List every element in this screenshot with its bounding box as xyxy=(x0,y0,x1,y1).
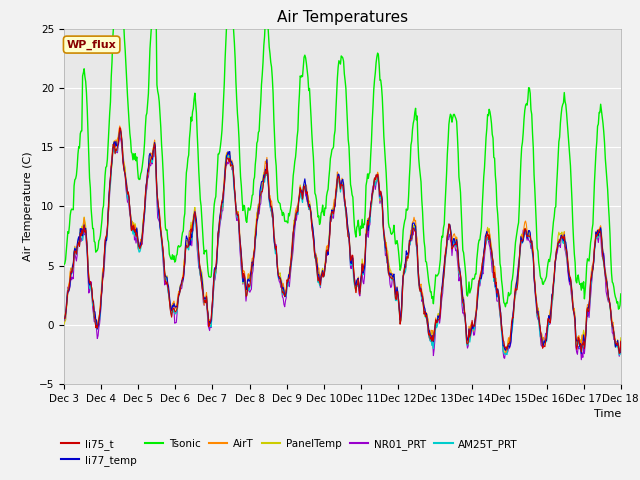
Legend: li75_t, li77_temp, Tsonic, AirT, PanelTemp, NR01_PRT, AM25T_PRT: li75_t, li77_temp, Tsonic, AirT, PanelTe… xyxy=(56,434,522,470)
Y-axis label: Air Temperature (C): Air Temperature (C) xyxy=(23,152,33,261)
Title: Air Temperatures: Air Temperatures xyxy=(277,10,408,25)
X-axis label: Time: Time xyxy=(593,409,621,419)
Text: WP_flux: WP_flux xyxy=(67,39,116,50)
